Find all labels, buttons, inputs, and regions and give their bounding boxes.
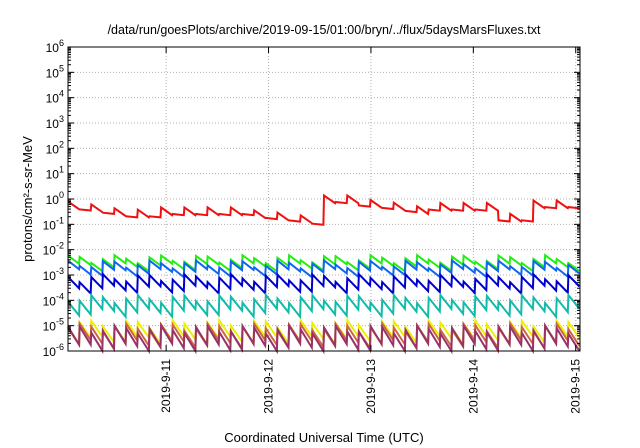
y-tick-label: 105 <box>46 63 64 80</box>
axis-ticks: 10-6 10-5 10-4 10-3 10-2 10-1 100 101 102 103 104 1… <box>43 38 583 414</box>
series-line-4 <box>67 271 581 296</box>
y-tick-label: 10-5 <box>43 317 64 334</box>
x-tick-label: 2019-9-14 <box>466 359 480 414</box>
y-tick-label: 10-6 <box>43 342 64 359</box>
series-line-1 <box>67 193 580 226</box>
y-tick-label: 106 <box>46 38 64 55</box>
y-tick-label: 102 <box>46 139 64 156</box>
x-tick-label: 2019-9-11 <box>159 359 173 413</box>
y-tick-label: 10-4 <box>43 291 64 308</box>
grid-lines <box>68 47 580 351</box>
series-line-3 <box>67 258 581 280</box>
series-line-8 <box>67 322 581 355</box>
x-axis-label: Coordinated Universal Time (UTC) <box>224 430 423 445</box>
chart-title: /data/run/goesPlots/archive/2019-09-15/0… <box>108 23 541 37</box>
series-lines <box>67 193 581 355</box>
x-tick-label: 2019-9-15 <box>569 359 583 414</box>
y-tick-label: 103 <box>46 114 64 131</box>
y-tick-label: 10-1 <box>43 215 64 232</box>
y-tick-label: 10-2 <box>43 241 64 258</box>
y-tick-label: 10-3 <box>43 266 64 283</box>
y-tick-label: 104 <box>46 89 64 106</box>
x-tick-label: 2019-9-13 <box>364 359 378 414</box>
x-tick-label: 2019-9-12 <box>262 359 276 414</box>
y-axis-label: protons/cm²-s-sr-MeV <box>20 136 35 262</box>
y-tick-label: 100 <box>46 190 64 207</box>
series-line-5 <box>67 292 581 320</box>
y-tick-label: 101 <box>46 165 64 182</box>
